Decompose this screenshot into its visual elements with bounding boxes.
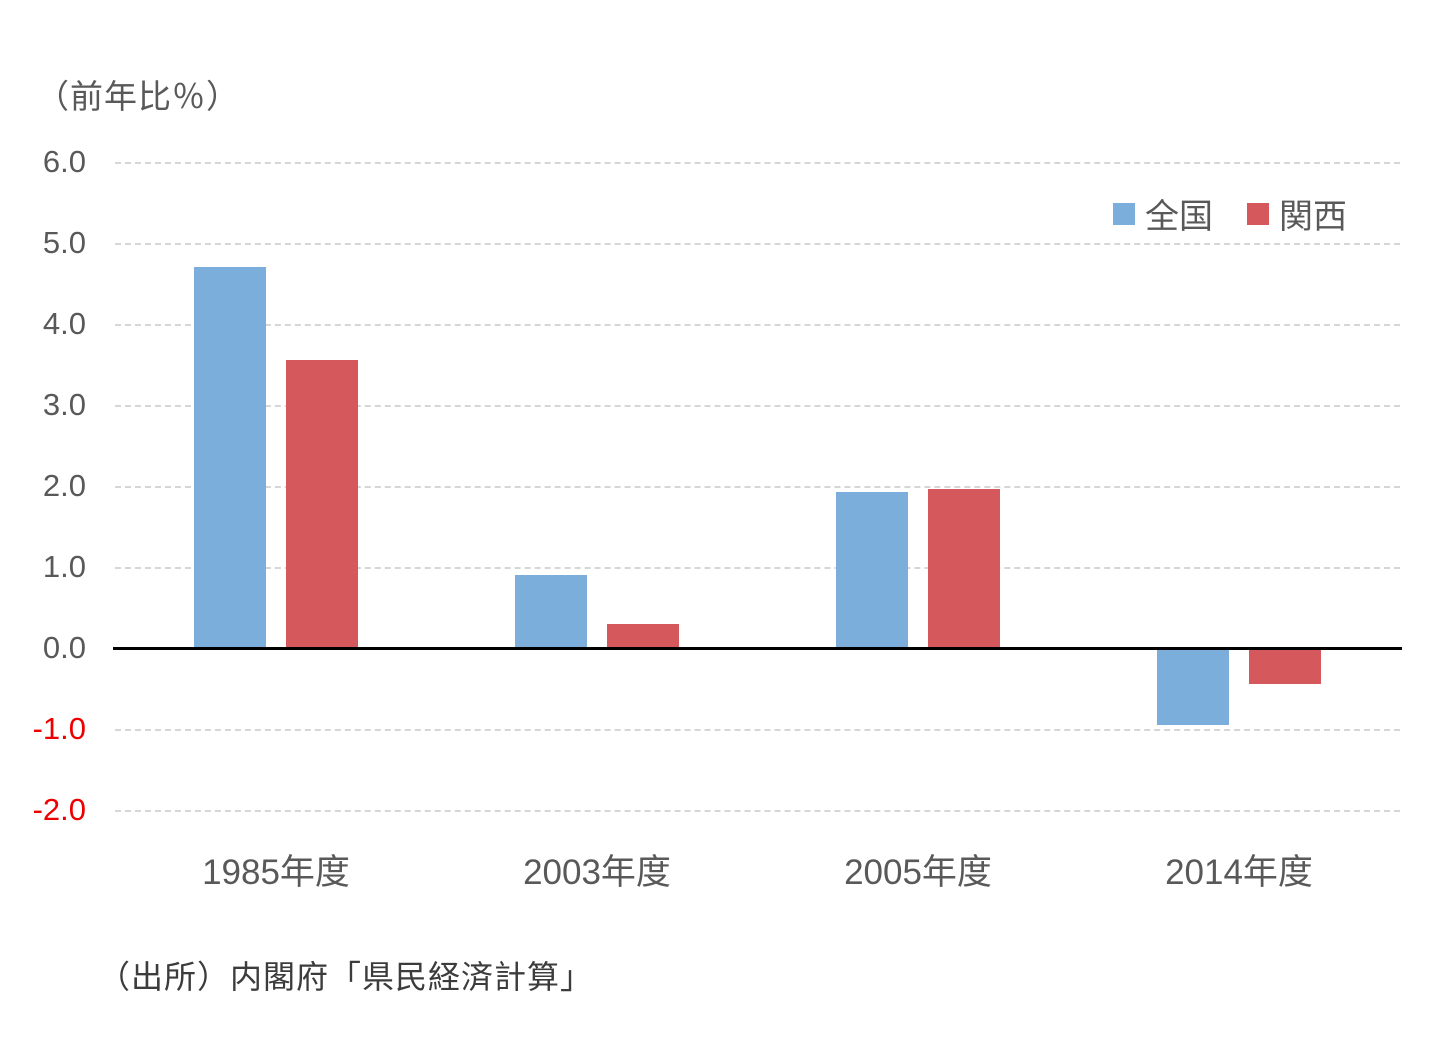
y-tick-label: 1.0 bbox=[42, 549, 86, 584]
gridline bbox=[115, 162, 1400, 164]
bar-関西-2003年度 bbox=[607, 623, 679, 648]
gridline bbox=[115, 243, 1400, 245]
x-axis-label: 2005年度 bbox=[844, 853, 992, 892]
legend-swatch-icon bbox=[1247, 202, 1269, 225]
x-axis-label: 2014年度 bbox=[1165, 853, 1313, 892]
bar-関西-2014年度 bbox=[1249, 648, 1321, 685]
y-tick-label: -1.0 bbox=[32, 711, 86, 746]
gridline bbox=[115, 567, 1400, 569]
legend-item-関西: 関西 bbox=[1247, 189, 1347, 238]
gridline bbox=[115, 324, 1400, 326]
bar-全国-2014年度 bbox=[1157, 648, 1229, 725]
bar-関西-1985年度 bbox=[286, 360, 358, 648]
gridline bbox=[115, 405, 1400, 407]
source-note: （出所）内閣府「県民経済計算」 bbox=[98, 959, 594, 995]
gridline bbox=[115, 486, 1400, 488]
chart-legend: 全国 関西 bbox=[1113, 189, 1347, 238]
y-tick-label: -2.0 bbox=[32, 792, 86, 827]
y-tick-label: 4.0 bbox=[42, 306, 86, 341]
gridline bbox=[115, 810, 1400, 812]
bar-関西-2005年度 bbox=[928, 489, 1000, 648]
legend-label: 関西 bbox=[1279, 198, 1347, 236]
bar-全国-2005年度 bbox=[836, 491, 908, 648]
legend-label: 全国 bbox=[1145, 198, 1213, 236]
bar-全国-1985年度 bbox=[194, 267, 266, 648]
legend-swatch-icon bbox=[1113, 202, 1135, 225]
y-tick-label: 0.0 bbox=[42, 630, 86, 665]
gridline bbox=[115, 729, 1400, 731]
legend-item-全国: 全国 bbox=[1113, 189, 1213, 238]
y-tick-label: 6.0 bbox=[42, 144, 86, 179]
y-tick-label: 5.0 bbox=[42, 225, 86, 260]
x-axis-label: 1985年度 bbox=[202, 853, 350, 892]
bar-全国-2003年度 bbox=[515, 575, 587, 648]
zero-axis-line bbox=[113, 647, 1402, 650]
y-axis-unit-label: （前年比％） bbox=[36, 78, 240, 115]
y-tick-label: 2.0 bbox=[42, 468, 86, 503]
x-axis-label: 2003年度 bbox=[523, 853, 671, 892]
y-tick-label: 3.0 bbox=[42, 387, 86, 422]
